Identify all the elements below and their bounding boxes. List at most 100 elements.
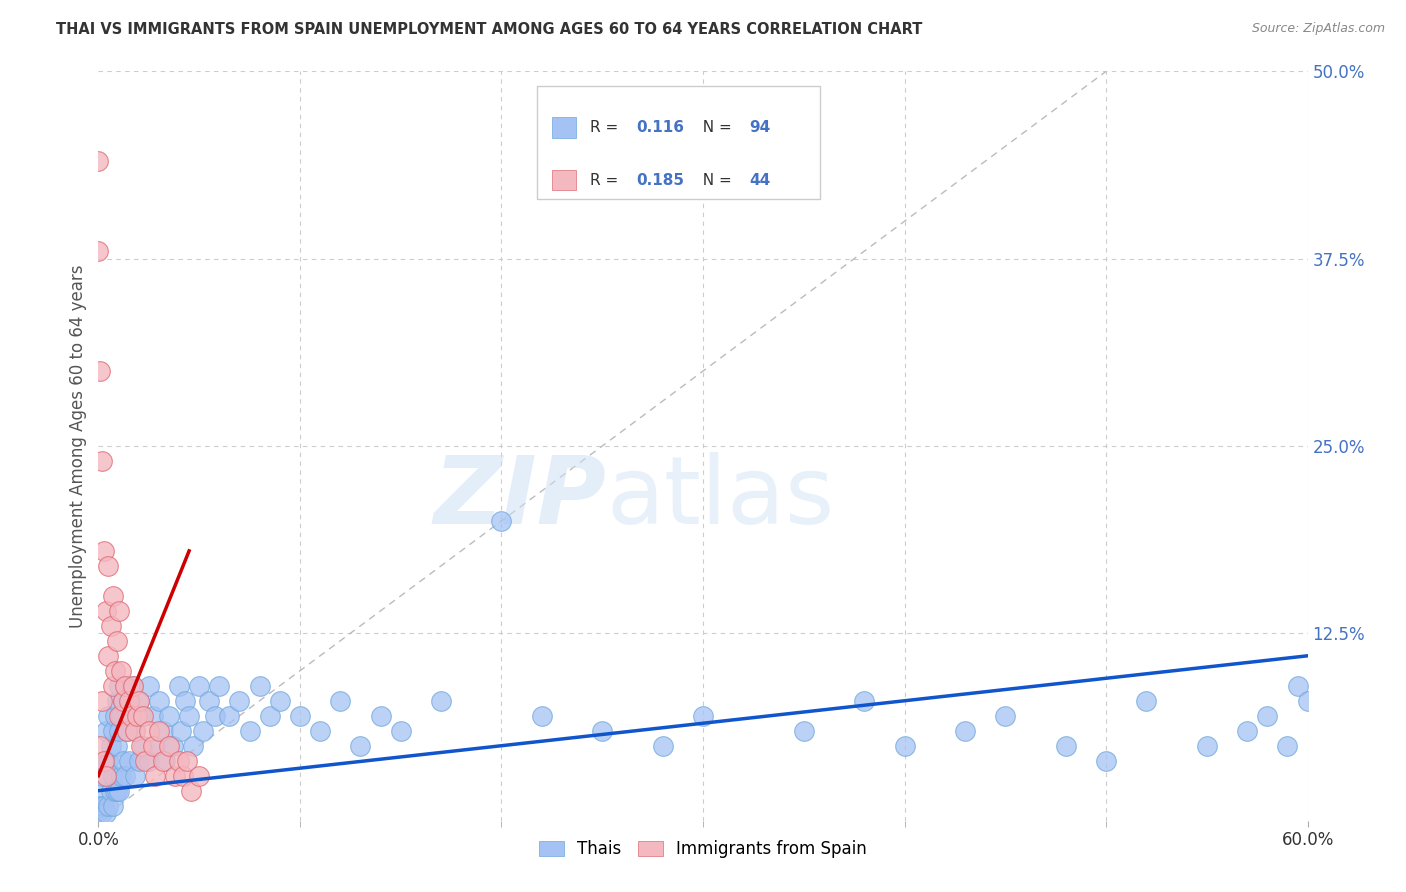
Point [1135, 694, 1157, 708]
Point [1195, 739, 1218, 753]
Point [96, 604, 118, 618]
Point [118, 694, 141, 708]
Point [129, 708, 152, 723]
Point [114, 769, 136, 783]
Point [430, 694, 453, 708]
Point [181, 739, 204, 753]
Point [134, 754, 156, 768]
Point [651, 739, 673, 753]
Point [128, 694, 150, 708]
Point [128, 754, 150, 768]
Point [118, 694, 141, 708]
Point [89, 739, 111, 753]
FancyBboxPatch shape [551, 169, 575, 191]
Point [100, 783, 122, 797]
Point [121, 679, 143, 693]
Point [120, 708, 142, 723]
Point [152, 723, 174, 738]
Point [218, 708, 240, 723]
Point [87, 244, 110, 259]
Point [111, 754, 134, 768]
Point [87, 806, 110, 821]
Point [148, 723, 170, 738]
Point [107, 604, 129, 618]
Text: 44: 44 [749, 172, 770, 187]
Legend: Thais, Immigrants from Spain: Thais, Immigrants from Spain [531, 833, 875, 864]
Point [105, 633, 128, 648]
Point [1277, 739, 1299, 753]
Point [591, 723, 613, 738]
Point [142, 739, 165, 753]
Point [125, 708, 148, 723]
Point [120, 708, 142, 723]
Point [249, 679, 271, 693]
Point [111, 694, 134, 708]
Text: R =: R = [591, 172, 623, 187]
Point [129, 739, 152, 753]
Point [142, 708, 165, 723]
Point [107, 723, 129, 738]
Point [153, 754, 176, 768]
Point [180, 783, 202, 797]
Text: Source: ZipAtlas.com: Source: ZipAtlas.com [1251, 22, 1385, 36]
Point [132, 708, 155, 723]
Point [170, 723, 193, 738]
Point [239, 723, 262, 738]
Point [89, 364, 111, 378]
Point [110, 708, 132, 723]
Point [115, 723, 138, 738]
Point [1256, 708, 1278, 723]
Point [167, 679, 190, 693]
Point [87, 798, 110, 813]
Point [91, 694, 114, 708]
Point [89, 783, 111, 797]
Point [1286, 679, 1309, 693]
Point [101, 798, 124, 813]
Point [491, 514, 513, 528]
Point [188, 769, 211, 783]
Point [349, 739, 371, 753]
Point [167, 754, 190, 768]
Text: 0.185: 0.185 [636, 172, 683, 187]
Point [111, 694, 134, 708]
Point [118, 754, 141, 768]
Point [105, 783, 128, 797]
Point [97, 798, 120, 813]
Point [269, 694, 291, 708]
Point [93, 754, 115, 768]
Point [152, 754, 174, 768]
Point [100, 619, 122, 633]
Point [208, 679, 231, 693]
Point [1236, 723, 1258, 738]
Point [91, 454, 114, 468]
Point [204, 708, 226, 723]
Point [124, 769, 146, 783]
Text: 0.116: 0.116 [636, 120, 683, 135]
Point [114, 679, 136, 693]
Point [103, 783, 125, 797]
Point [97, 708, 120, 723]
Point [530, 708, 553, 723]
Point [93, 798, 115, 813]
Point [853, 694, 876, 708]
FancyBboxPatch shape [551, 117, 575, 138]
Point [329, 694, 352, 708]
Point [114, 679, 136, 693]
Point [107, 679, 129, 693]
Point [793, 723, 815, 738]
Point [132, 739, 155, 753]
Text: R =: R = [591, 120, 623, 135]
Point [953, 723, 976, 738]
Point [288, 708, 311, 723]
Point [370, 708, 392, 723]
Point [692, 708, 714, 723]
Point [103, 664, 125, 678]
Point [157, 739, 180, 753]
Point [893, 739, 915, 753]
Point [96, 769, 118, 783]
Point [1296, 694, 1319, 708]
Point [101, 589, 124, 603]
Y-axis label: Unemployment Among Ages 60 to 64 years: Unemployment Among Ages 60 to 64 years [69, 264, 87, 628]
Point [138, 723, 160, 738]
Point [198, 694, 221, 708]
